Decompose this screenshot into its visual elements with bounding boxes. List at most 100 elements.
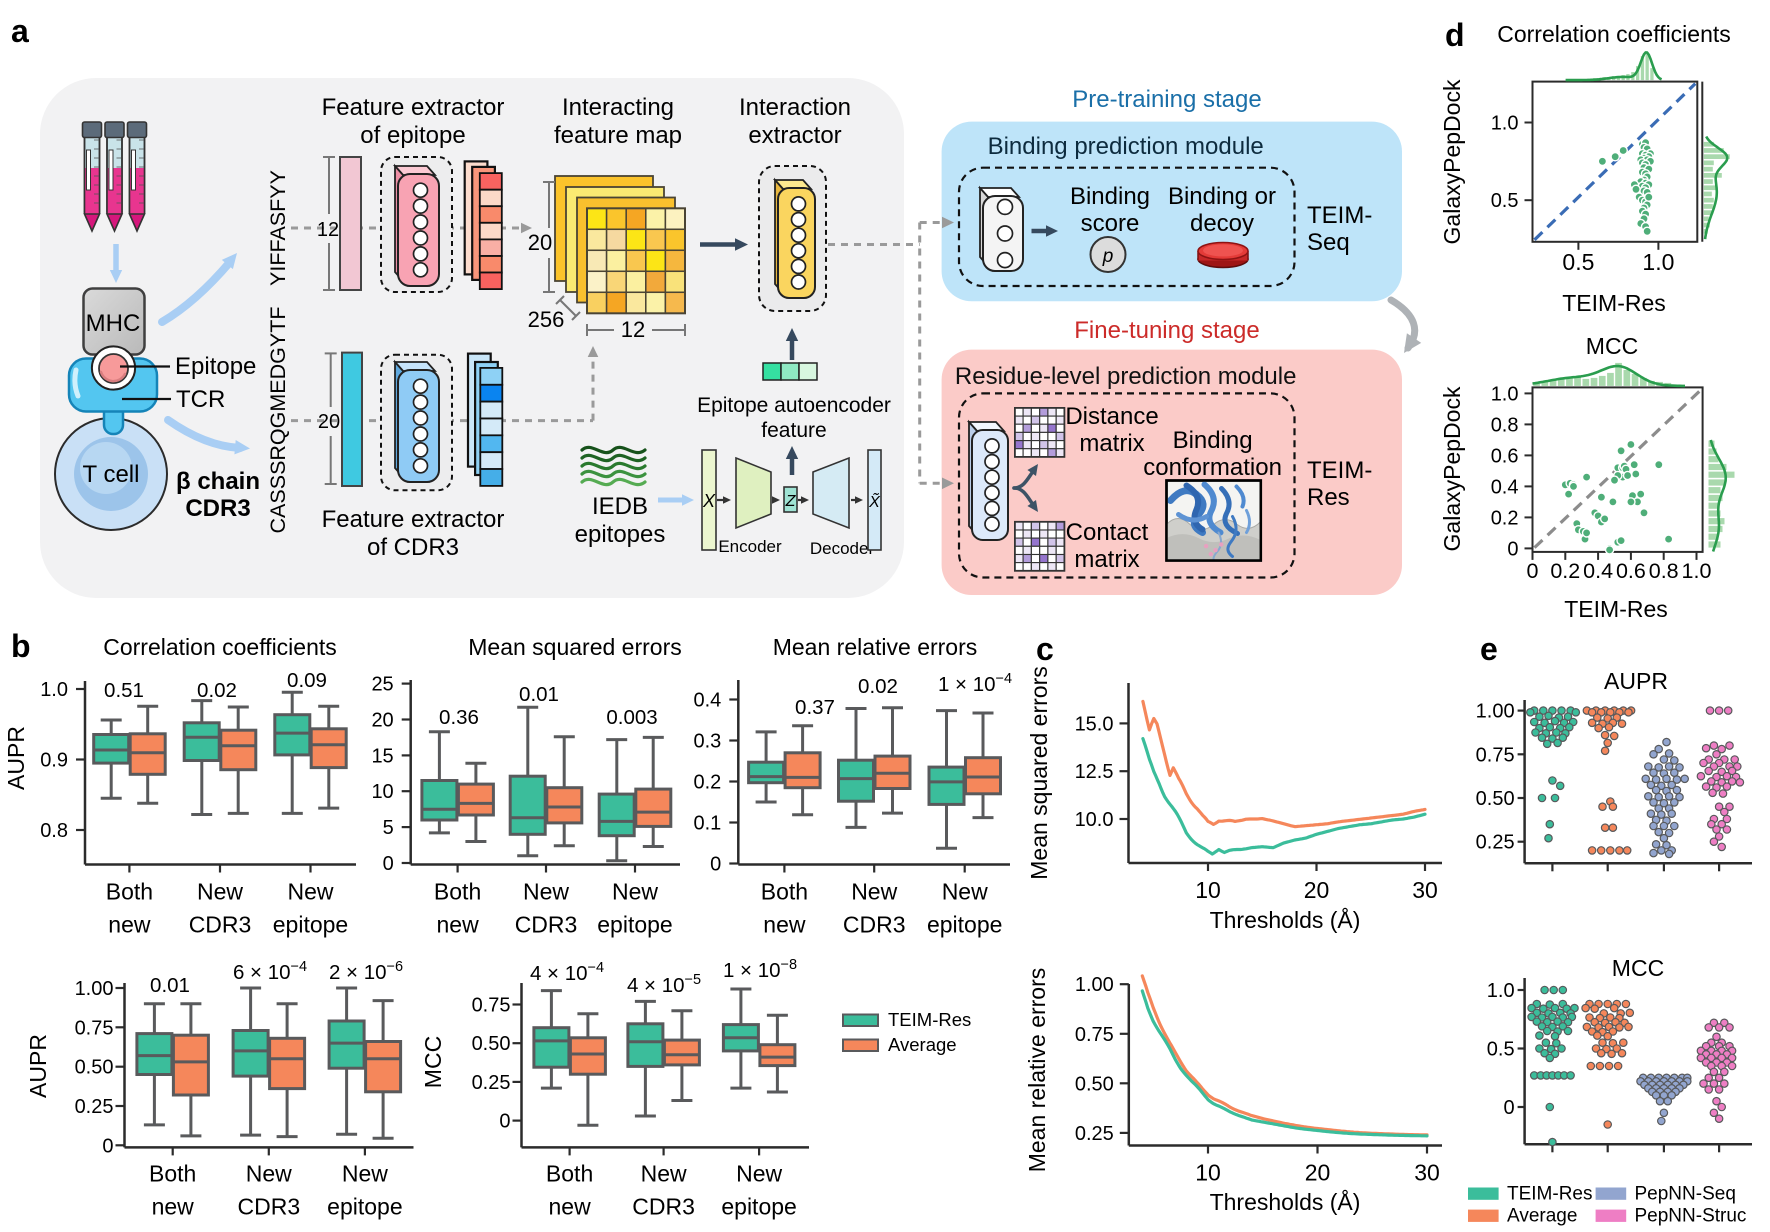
svg-text:0.50: 0.50 (75, 1057, 114, 1079)
svg-text:0.75: 0.75 (1075, 1024, 1114, 1046)
svg-text:0.50: 0.50 (1476, 788, 1515, 810)
svg-text:10: 10 (1195, 1160, 1221, 1186)
svg-text:Mean relative errors: Mean relative errors (1024, 968, 1050, 1173)
svg-text:TEIM-: TEIM- (1307, 457, 1372, 484)
svg-text:c: c (1036, 631, 1054, 667)
svg-text:epitope: epitope (327, 1193, 402, 1219)
svg-text:e: e (1480, 631, 1498, 667)
svg-text:p: p (1102, 246, 1114, 267)
svg-text:epitope: epitope (927, 912, 1002, 938)
svg-text:0.50: 0.50 (1075, 1073, 1114, 1095)
svg-text:New: New (736, 1160, 782, 1186)
svg-text:1.0: 1.0 (1491, 113, 1519, 135)
svg-text:GalaxyPepDock: GalaxyPepDock (1439, 386, 1465, 551)
svg-text:epitope: epitope (597, 912, 672, 938)
svg-text:2 × 10−6: 2 × 10−6 (329, 959, 403, 984)
svg-text:5: 5 (383, 817, 394, 839)
svg-text:MCC: MCC (1612, 955, 1664, 981)
svg-text:Thresholds (Å): Thresholds (Å) (1210, 1188, 1361, 1215)
svg-text:TEIM-Res: TEIM-Res (1564, 596, 1668, 622)
svg-text:4 × 10−5: 4 × 10−5 (627, 972, 701, 997)
svg-text:TEIM-: TEIM- (1307, 202, 1372, 229)
svg-text:0.01: 0.01 (519, 683, 559, 706)
svg-text:0.4: 0.4 (693, 690, 721, 712)
svg-text:CDR3: CDR3 (189, 912, 252, 938)
svg-text:Interacting: Interacting (562, 94, 674, 121)
svg-text:matrix: matrix (1079, 430, 1144, 457)
svg-text:1.0: 1.0 (1487, 980, 1515, 1002)
svg-text:1.0: 1.0 (1642, 249, 1674, 275)
svg-text:MCC: MCC (420, 1036, 446, 1088)
svg-text:Correlation coefficients: Correlation coefficients (1497, 21, 1731, 47)
svg-text:Average: Average (1507, 1206, 1577, 1227)
svg-text:T cell: T cell (83, 461, 140, 488)
svg-text:epitope: epitope (273, 912, 348, 938)
svg-text:15: 15 (371, 745, 393, 767)
svg-text:0.3: 0.3 (693, 731, 721, 753)
svg-text:0.5: 0.5 (1491, 190, 1519, 212)
svg-text:Interaction: Interaction (739, 94, 851, 121)
svg-text:epitopes: epitopes (575, 521, 666, 548)
svg-text:25: 25 (371, 674, 393, 696)
svg-text:CDR3: CDR3 (237, 1193, 300, 1219)
svg-text:4 × 10−4: 4 × 10−4 (530, 960, 604, 985)
svg-text:Average: Average (888, 1034, 957, 1055)
svg-text:1.0: 1.0 (40, 679, 68, 701)
svg-text:20: 20 (1305, 1160, 1331, 1186)
svg-text:0.37: 0.37 (795, 696, 835, 719)
svg-text:Feature extractor: Feature extractor (322, 94, 505, 121)
svg-text:New: New (942, 879, 988, 905)
svg-text:epitope: epitope (721, 1193, 796, 1219)
svg-text:0.2: 0.2 (1550, 559, 1580, 583)
svg-text:0.25: 0.25 (75, 1096, 114, 1118)
svg-text:X̃: X̃ (868, 491, 881, 511)
svg-text:0.25: 0.25 (472, 1072, 511, 1094)
svg-text:0.01: 0.01 (150, 974, 190, 997)
svg-text:score: score (1081, 210, 1140, 237)
svg-text:Feature extractor: Feature extractor (322, 506, 505, 533)
svg-text:of epitope: of epitope (360, 122, 465, 149)
svg-text:AUPR: AUPR (3, 726, 29, 790)
svg-text:new: new (548, 1193, 591, 1219)
svg-text:Both: Both (546, 1160, 593, 1186)
svg-text:new: new (108, 912, 151, 938)
svg-text:0: 0 (499, 1111, 510, 1133)
svg-text:new: new (152, 1193, 195, 1219)
svg-text:15.0: 15.0 (1075, 713, 1114, 735)
svg-text:CDR3: CDR3 (843, 912, 906, 938)
svg-text:1.00: 1.00 (75, 978, 114, 1000)
svg-text:Both: Both (434, 879, 481, 905)
svg-text:0.1: 0.1 (693, 813, 721, 835)
svg-text:0.6: 0.6 (1616, 559, 1646, 583)
svg-text:12: 12 (621, 317, 645, 342)
svg-text:decoy: decoy (1190, 210, 1254, 237)
svg-text:Binding: Binding (1070, 183, 1150, 210)
svg-text:0: 0 (1527, 559, 1539, 583)
svg-text:PepNN-Seq: PepNN-Seq (1635, 1184, 1736, 1205)
svg-text:X: X (702, 491, 716, 511)
svg-text:1.0: 1.0 (1491, 383, 1519, 405)
svg-text:New: New (246, 1160, 292, 1186)
svg-text:New: New (612, 879, 658, 905)
svg-text:Mean squared errors: Mean squared errors (1026, 666, 1052, 880)
svg-text:Res: Res (1307, 484, 1350, 511)
svg-text:0.75: 0.75 (472, 995, 511, 1017)
svg-text:0.6: 0.6 (1491, 445, 1519, 467)
svg-text:CDR3: CDR3 (632, 1193, 695, 1219)
svg-text:0.9: 0.9 (40, 750, 68, 772)
svg-text:0.8: 0.8 (1491, 414, 1519, 436)
svg-text:Decoder: Decoder (810, 539, 875, 558)
svg-text:CDR3: CDR3 (185, 495, 250, 522)
svg-text:CASSSRQGMEDGYTF: CASSSRQGMEDGYTF (266, 307, 290, 534)
svg-text:Distance: Distance (1065, 403, 1158, 430)
svg-text:AUPR: AUPR (25, 1034, 51, 1098)
svg-text:New: New (851, 879, 897, 905)
svg-text:Residue-level prediction modul: Residue-level prediction module (955, 363, 1297, 390)
svg-text:10.0: 10.0 (1075, 809, 1114, 831)
svg-text:0.02: 0.02 (197, 679, 237, 702)
svg-text:matrix: matrix (1074, 546, 1139, 573)
svg-text:20: 20 (528, 230, 552, 255)
svg-text:New: New (197, 879, 243, 905)
svg-text:Binding or: Binding or (1168, 183, 1276, 210)
svg-text:Mean relative errors: Mean relative errors (773, 634, 978, 660)
